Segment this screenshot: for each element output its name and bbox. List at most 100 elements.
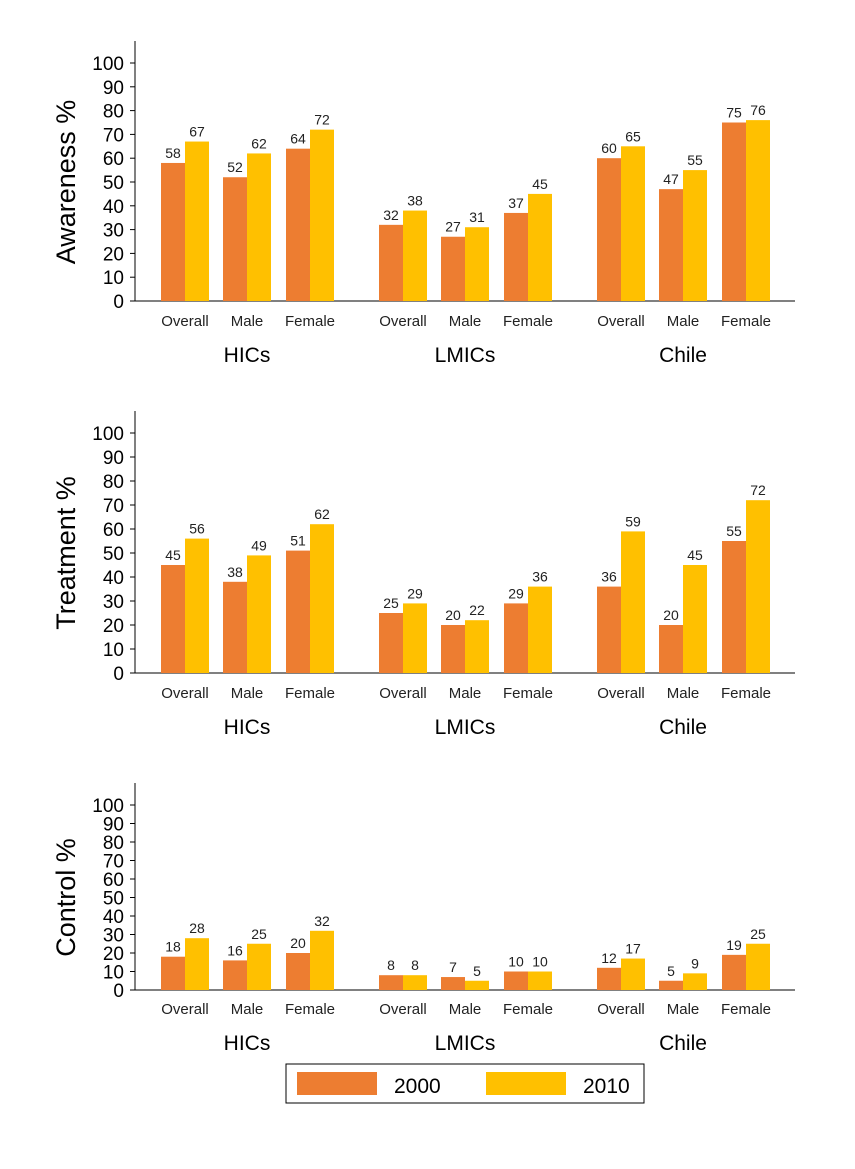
- x-category-label: Male: [231, 685, 264, 702]
- bar-2000-hics-female: [286, 550, 310, 673]
- bar-2010-hics-male: [247, 153, 271, 301]
- y-tick-label: 70: [103, 852, 124, 873]
- x-group-label: Chile: [659, 716, 707, 739]
- y-tick-label: 60: [103, 149, 124, 170]
- bar-2000-hics-female: [286, 148, 310, 301]
- bar-2000-chile-female: [722, 954, 746, 990]
- bar-value-label: 47: [663, 171, 679, 187]
- y-tick-label: 80: [103, 102, 124, 123]
- bar-2000-lmics-overall: [379, 613, 403, 673]
- y-tick-label: 70: [103, 125, 124, 146]
- y-tick-label: 0: [113, 664, 124, 685]
- bar-2000-hics-overall: [161, 565, 185, 673]
- bar-value-label: 76: [750, 102, 766, 118]
- bar-2000-chile-male: [659, 189, 683, 301]
- legend-label-2010: 2010: [583, 1075, 630, 1098]
- x-category-label: Female: [503, 1001, 553, 1018]
- bar-2010-hics-overall: [185, 538, 209, 673]
- y-tick-label: 80: [103, 833, 124, 854]
- x-category-label: Male: [449, 1001, 482, 1018]
- bar-value-label: 51: [290, 533, 306, 549]
- bar-value-label: 32: [383, 207, 399, 223]
- bar-value-label: 45: [165, 547, 181, 563]
- legend-label-2000: 2000: [394, 1075, 441, 1098]
- bar-value-label: 55: [726, 523, 742, 539]
- x-category-label: Male: [231, 313, 264, 330]
- bar-2000-chile-female: [722, 122, 746, 301]
- y-tick-label: 30: [103, 221, 124, 242]
- bar-2010-chile-male: [683, 170, 707, 301]
- x-group-label: Chile: [659, 1032, 707, 1055]
- bar-2000-chile-overall: [597, 586, 621, 673]
- x-group-label: HICs: [224, 344, 271, 367]
- bar-value-label: 31: [469, 209, 485, 225]
- bar-value-label: 58: [165, 145, 181, 161]
- bar-2010-chile-male: [683, 973, 707, 990]
- bar-2010-hics-female: [310, 524, 334, 673]
- x-category-label: Overall: [161, 313, 209, 330]
- y-axis-title: Control %: [51, 838, 81, 957]
- x-group-label: LMICs: [435, 716, 496, 739]
- x-category-label: Male: [449, 313, 482, 330]
- bar-2000-hics-male: [223, 960, 247, 990]
- bar-2010-lmics-overall: [403, 975, 427, 990]
- bar-2000-lmics-male: [441, 236, 465, 301]
- bar-value-label: 62: [314, 506, 330, 522]
- y-tick-label: 50: [103, 889, 124, 910]
- bar-2000-chile-female: [722, 541, 746, 673]
- bar-value-label: 37: [508, 195, 524, 211]
- x-category-label: Male: [667, 685, 700, 702]
- y-tick-label: 20: [103, 244, 124, 265]
- bar-2000-lmics-male: [441, 977, 465, 990]
- bar-value-label: 38: [227, 564, 243, 580]
- bar-2000-lmics-female: [504, 603, 528, 673]
- bar-value-label: 10: [532, 954, 548, 970]
- x-category-label: Female: [285, 313, 335, 330]
- bar-value-label: 64: [290, 131, 306, 147]
- y-tick-label: 30: [103, 592, 124, 613]
- bar-value-label: 45: [532, 176, 548, 192]
- y-tick-label: 50: [103, 173, 124, 194]
- y-tick-label: 10: [103, 963, 124, 984]
- bar-value-label: 19: [726, 937, 742, 953]
- y-axis-title: Treatment %: [51, 476, 81, 630]
- bar-2010-lmics-female: [528, 586, 552, 673]
- bar-value-label: 29: [508, 585, 524, 601]
- bar-value-label: 49: [251, 537, 267, 553]
- x-group-label: HICs: [224, 716, 271, 739]
- bar-value-label: 65: [625, 128, 641, 144]
- x-category-label: Female: [285, 685, 335, 702]
- bar-value-label: 25: [251, 926, 267, 942]
- bar-2000-hics-overall: [161, 162, 185, 301]
- y-tick-label: 60: [103, 520, 124, 541]
- x-category-label: Female: [285, 1001, 335, 1018]
- bar-2010-hics-male: [247, 555, 271, 673]
- bar-value-label: 59: [625, 513, 641, 529]
- bar-2000-hics-male: [223, 177, 247, 301]
- bar-2010-lmics-overall: [403, 210, 427, 301]
- bar-value-label: 75: [726, 105, 742, 121]
- bar-2000-hics-male: [223, 581, 247, 673]
- bar-value-label: 45: [687, 547, 703, 563]
- bar-2010-chile-overall: [621, 146, 645, 301]
- bar-value-label: 20: [445, 607, 461, 623]
- bar-value-label: 36: [601, 569, 617, 585]
- bar-2010-lmics-overall: [403, 603, 427, 673]
- bar-value-label: 38: [407, 193, 423, 209]
- bar-2000-lmics-overall: [379, 224, 403, 301]
- x-category-label: Female: [721, 313, 771, 330]
- y-tick-label: 0: [113, 981, 124, 1002]
- y-tick-label: 90: [103, 448, 124, 469]
- y-tick-label: 30: [103, 926, 124, 947]
- bar-2010-hics-female: [310, 129, 334, 301]
- bar-2010-lmics-female: [528, 193, 552, 301]
- bar-2000-chile-overall: [597, 158, 621, 301]
- bar-value-label: 7: [449, 959, 457, 975]
- y-tick-label: 40: [103, 568, 124, 589]
- y-tick-label: 50: [103, 544, 124, 565]
- x-category-label: Overall: [379, 1001, 427, 1018]
- y-tick-label: 80: [103, 472, 124, 493]
- bar-2000-hics-overall: [161, 956, 185, 990]
- y-tick-label: 40: [103, 197, 124, 218]
- x-category-label: Female: [721, 685, 771, 702]
